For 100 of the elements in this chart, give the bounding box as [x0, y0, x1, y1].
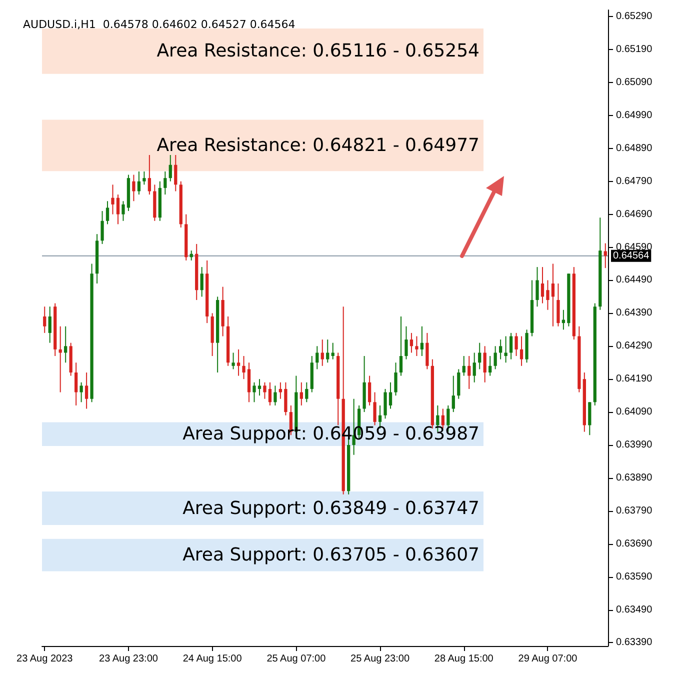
y-tick-label: 0.64790 [616, 176, 653, 187]
candlestick [74, 362, 78, 406]
candlestick [242, 356, 246, 380]
candlestick [263, 382, 266, 400]
candlestick [536, 266, 539, 308]
y-tick-label: 0.64890 [616, 142, 653, 154]
candlestick [142, 170, 146, 186]
candlestick [326, 339, 330, 364]
candlestick [420, 326, 424, 357]
candlestick [48, 306, 52, 344]
y-tick-label: 0.63790 [616, 505, 653, 516]
y-tick-label: 0.63890 [616, 472, 653, 484]
candlestick [462, 356, 466, 376]
candlestick [284, 382, 288, 416]
candlestick [604, 242, 607, 269]
band-label: Area Support: 0.63849 - 0.63747 [182, 498, 480, 519]
candlestick [316, 346, 319, 370]
x-tick-label: 28 Aug 15:00 [434, 654, 494, 664]
candlestick [84, 372, 88, 410]
candlestick [410, 332, 414, 354]
candlestick [478, 342, 482, 370]
candlestick [64, 326, 68, 364]
candlestick [100, 210, 104, 244]
candlestick [472, 352, 476, 383]
candlestick [509, 332, 513, 360]
candlestick [174, 154, 178, 192]
x-tick-label: 29 Aug 07:00 [518, 654, 578, 664]
x-tick-label: 23 Aug 2023 [16, 654, 74, 664]
candlestick [457, 368, 460, 400]
y-tick-label: 0.64690 [616, 208, 653, 220]
y-tick-label: 0.63990 [616, 439, 653, 450]
candlestick [540, 266, 544, 304]
y-tick-label: 0.63490 [616, 604, 653, 616]
candlestick [373, 392, 376, 426]
y-tick-label: 0.64490 [616, 274, 653, 286]
candlestick [551, 263, 555, 327]
candlestick [258, 378, 262, 396]
x-tick-label: 24 Aug 15:00 [182, 654, 242, 664]
band-label: Area Resistance: 0.64821 - 0.64977 [156, 134, 480, 156]
candlestick [588, 402, 592, 436]
candlestick [43, 306, 46, 334]
candlestick [556, 283, 560, 327]
y-tick-label: 0.64190 [616, 374, 653, 385]
candlestick [236, 348, 240, 376]
candlestick [305, 382, 308, 403]
x-tick-label: 25 Aug 23:00 [350, 654, 410, 664]
candlestick [274, 385, 277, 406]
candlestick [164, 170, 167, 196]
candlestick [468, 356, 471, 390]
candlestick [498, 339, 502, 360]
x-tick-label: 23 Aug 23:00 [98, 654, 158, 664]
y-tick-label: 0.63690 [616, 538, 653, 550]
candlestick [111, 184, 114, 215]
band-label: Area Resistance: 0.65116 - 0.65254 [156, 40, 480, 62]
y-tick-label: 0.65190 [616, 44, 653, 56]
y-tick-label: 0.64390 [616, 308, 653, 319]
text: AUDUSD.i,H1 0.64578 0.64602 0.64527 0.64564 [23, 18, 296, 31]
candlestick [300, 382, 303, 406]
candlestick [368, 375, 372, 406]
y-tick-label: 0.63390 [616, 637, 653, 648]
candlestick [122, 200, 125, 222]
candlestick [384, 388, 387, 420]
y-tick-label: 0.63590 [616, 571, 653, 582]
candlestick [483, 346, 486, 383]
candlestick [232, 352, 235, 370]
candlestick [80, 382, 83, 403]
candlestick [394, 362, 398, 396]
candlestick [546, 280, 550, 310]
ref-line-label: 0.64564 [613, 250, 650, 262]
y-tick-label: 0.64590 [616, 242, 653, 253]
candlestick [494, 346, 497, 370]
candlestick [132, 174, 136, 202]
candlestick [247, 362, 251, 403]
candlestick [404, 326, 408, 360]
y-tick-label: 0.64090 [616, 406, 653, 418]
candlestick [452, 375, 455, 413]
y-tick-label: 0.64990 [616, 110, 653, 121]
candlestick [426, 332, 429, 370]
x-tick-label: 25 Aug 07:00 [266, 654, 326, 664]
candlestick [278, 382, 282, 400]
y-tick-label: 0.65090 [616, 76, 653, 88]
band-label: Area Support: 0.63705 - 0.63607 [182, 544, 480, 566]
candlestick [388, 382, 392, 410]
candlestick [268, 382, 272, 406]
candlestick [514, 332, 518, 357]
candlestick [200, 266, 204, 298]
candlestick [504, 336, 508, 364]
candlestick [399, 316, 403, 376]
y-tick-label: 0.65290 [616, 11, 653, 22]
candlestick [106, 200, 110, 225]
candlestick [168, 154, 172, 182]
candlestick [137, 170, 141, 196]
candlestick [252, 382, 256, 403]
candlestick [331, 342, 334, 360]
candlestick [116, 194, 120, 225]
candlestick [488, 356, 492, 376]
candlestick [520, 336, 524, 366]
candlestick [320, 339, 324, 366]
candlestick [415, 336, 418, 357]
candlestick [148, 154, 152, 196]
